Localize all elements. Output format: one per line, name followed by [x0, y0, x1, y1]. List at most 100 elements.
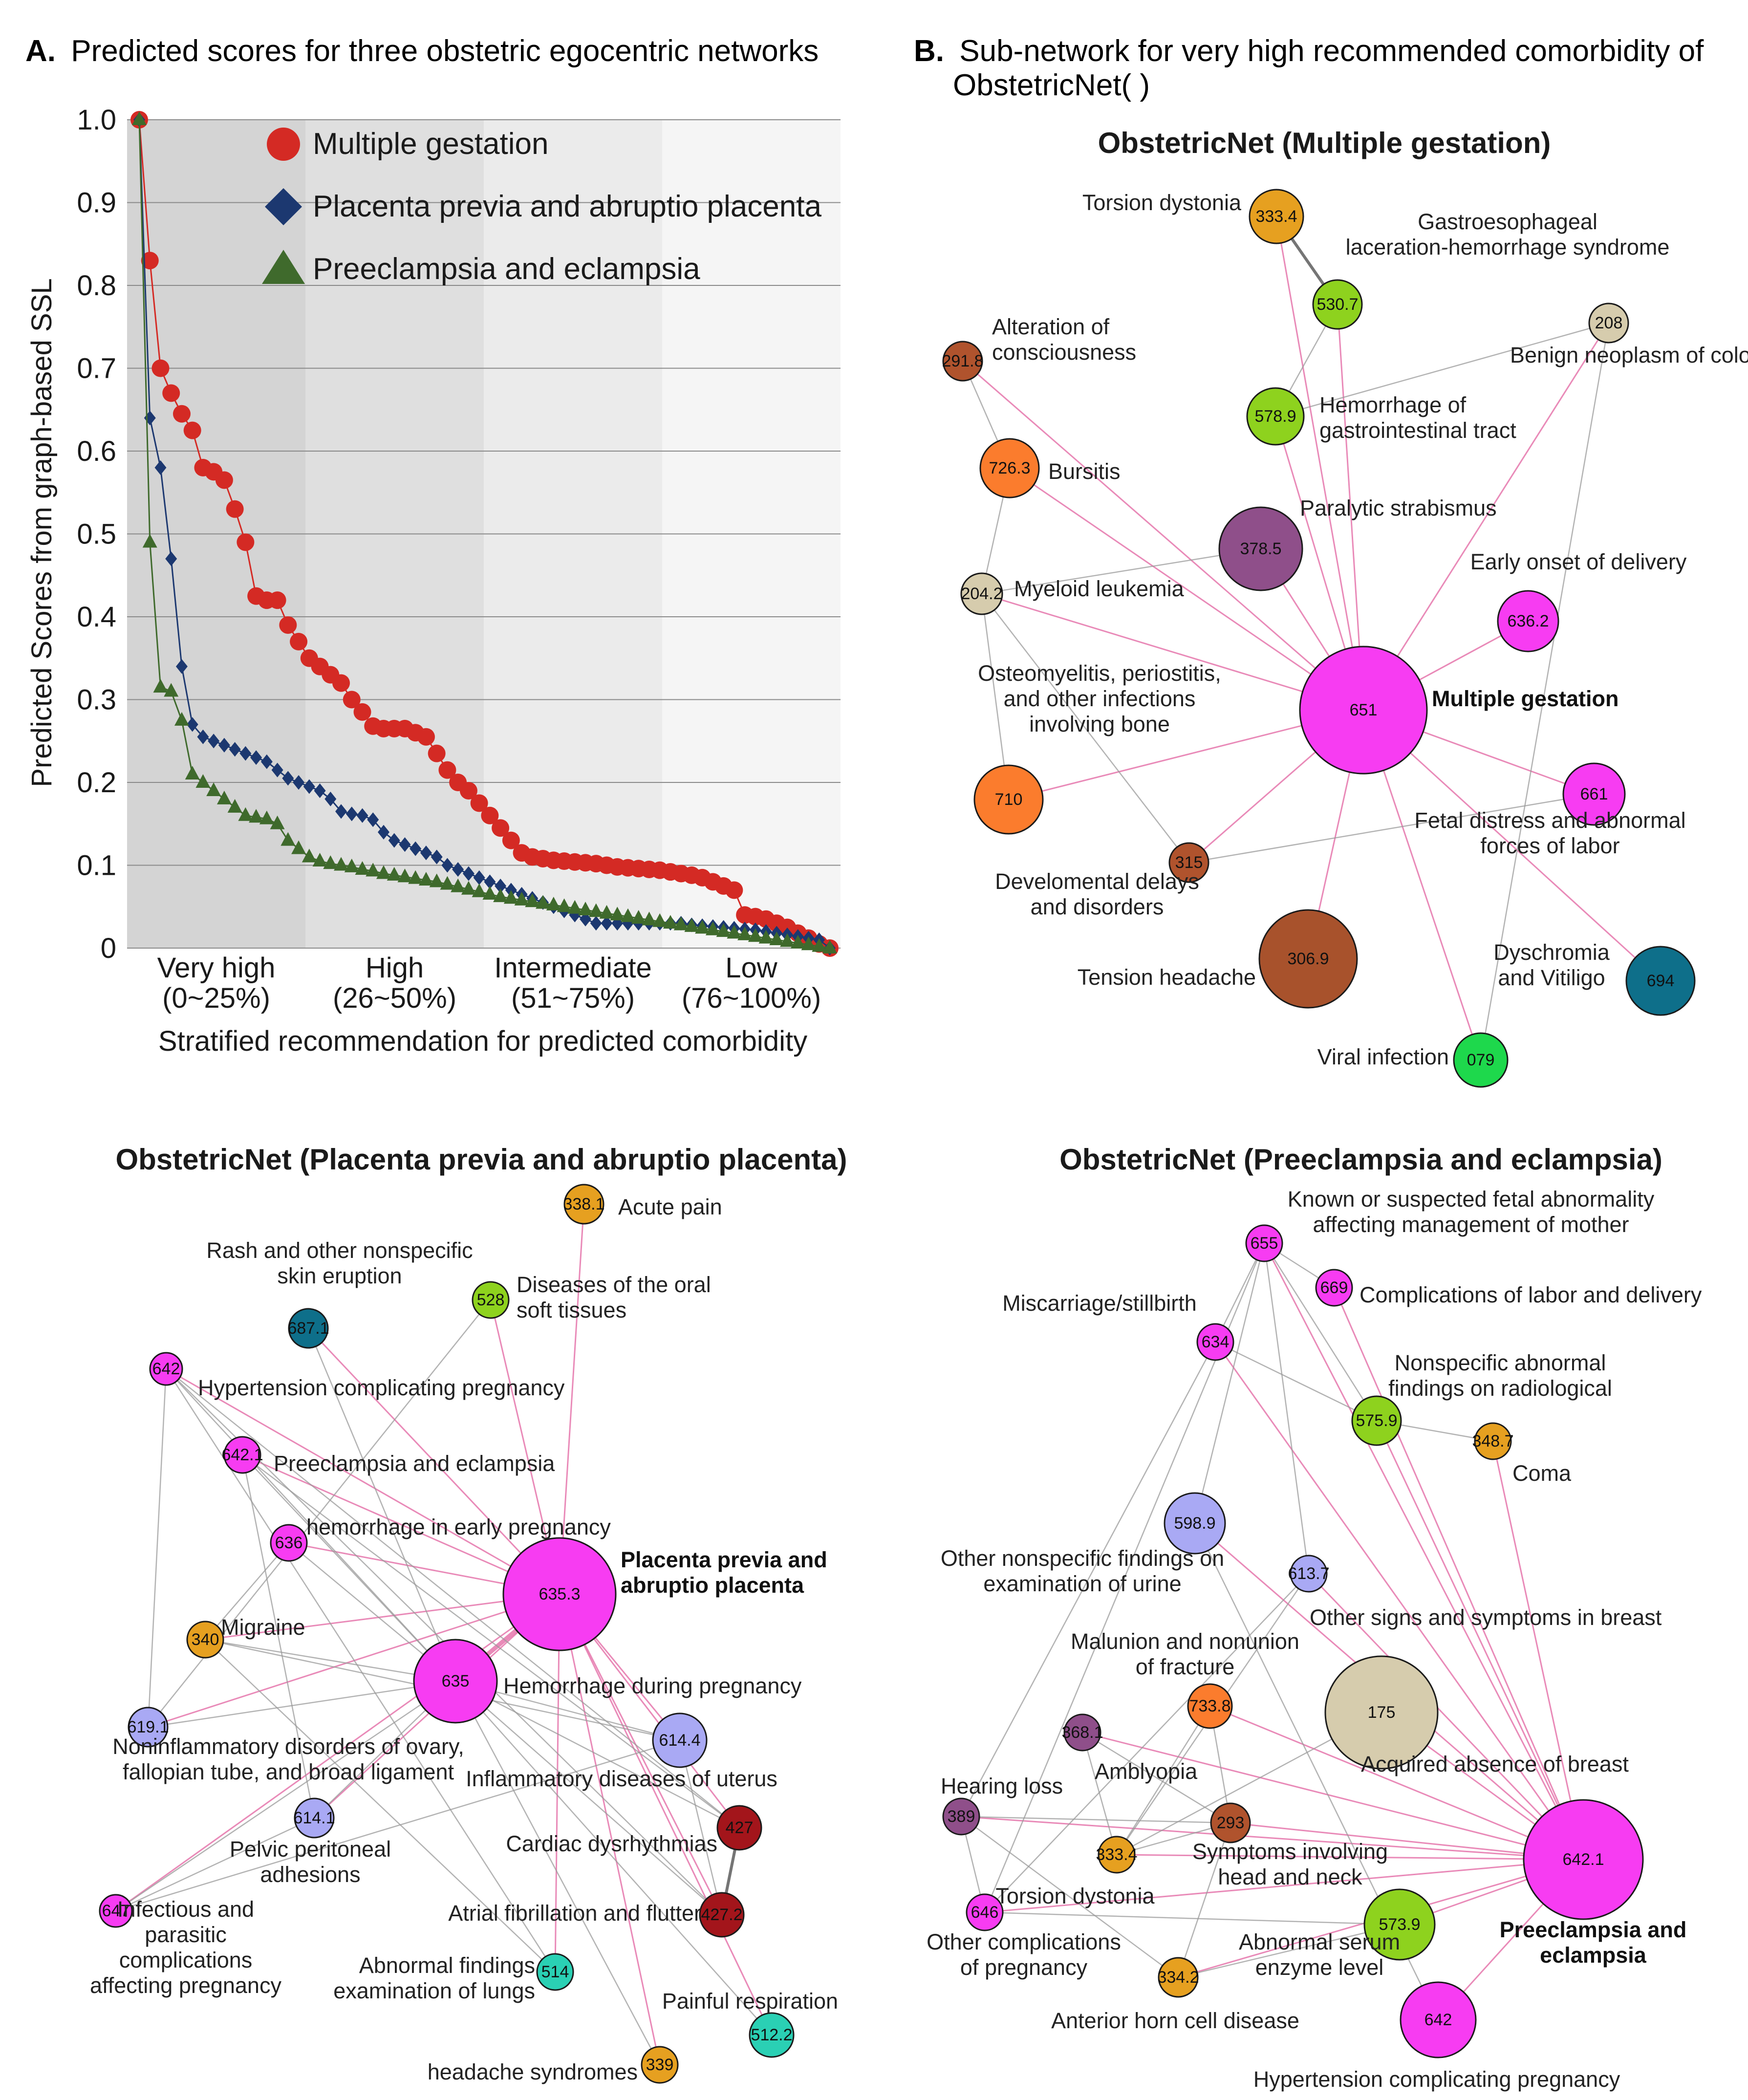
node-label: head and neck	[1218, 1864, 1362, 1889]
network-node: 726.3 Bursitis	[979, 438, 1121, 498]
node-circle	[1187, 1683, 1233, 1729]
node-circle	[979, 438, 1040, 498]
network-node: 368.1 Amblyopia	[1061, 1713, 1198, 1784]
series-triangle	[132, 111, 837, 953]
node-code: 634	[1202, 1333, 1230, 1351]
node-label: Abnormal serum	[1239, 1929, 1400, 1954]
node-circle	[270, 1524, 308, 1562]
data-point	[353, 703, 371, 721]
network-edge	[1308, 1573, 1584, 1861]
node-code: 614.4	[659, 1731, 700, 1750]
node-code: 642	[152, 1360, 180, 1378]
data-point	[495, 878, 507, 893]
network-node: 613.7 Other signs and symptoms in breast	[1288, 1555, 1662, 1630]
node-circle	[128, 1707, 169, 1748]
network-node: 378.5 Paralytic strabismus	[1218, 496, 1497, 591]
node-code: 333.4	[1255, 207, 1297, 226]
node-code: 635.3	[539, 1585, 580, 1603]
node-code: 079	[1467, 1051, 1495, 1069]
data-point	[162, 384, 180, 402]
data-point	[367, 812, 379, 827]
data-point	[218, 737, 230, 753]
data-point	[303, 779, 315, 794]
node-label: findings on radiological	[1388, 1376, 1612, 1401]
network-edge	[981, 548, 1261, 595]
data-point	[399, 837, 411, 852]
data-point	[812, 938, 827, 952]
node-code: 655	[1251, 1234, 1278, 1253]
data-point	[588, 903, 604, 917]
data-point	[484, 874, 496, 889]
node-label: Migraine	[221, 1615, 305, 1640]
node-code: 338.1	[563, 1195, 604, 1213]
node-label: Torsion dystonia	[995, 1884, 1155, 1908]
legend-marker	[262, 250, 305, 284]
node-code: 575.9	[1356, 1411, 1397, 1430]
network-node: 655 Known or suspected fetal abnormalitya…	[1245, 1187, 1655, 1262]
y-tick-labels: 0 0.1 0.2 0.3 0.4 0.5 0.6 0.7 0.8 0.9 1.0	[77, 104, 116, 964]
network-preeclampsia: ObstetricNet (Preeclampsia and eclampsia…	[927, 1143, 1702, 2092]
node-label: Fetal distress and abnormal	[1414, 808, 1685, 833]
series-circle	[130, 111, 839, 957]
data-point	[727, 925, 742, 939]
network-node: 208 Benign neoplasm of colon	[1510, 303, 1748, 368]
data-point	[695, 920, 710, 934]
panel-b-title-line2: ObstetricNet( )	[953, 68, 1150, 102]
network-node: 512.2 Painful respiration	[662, 1989, 838, 2058]
network-edge	[679, 1740, 723, 1915]
data-point	[684, 918, 699, 932]
network-edge	[242, 1454, 560, 1595]
panel-a-letter: A.	[25, 34, 56, 68]
data-point	[472, 883, 487, 897]
network-placenta-previa: ObstetricNet (Placenta previa and abrupt…	[90, 1143, 847, 2084]
node-code: 339	[646, 2056, 674, 2074]
panel-b-letter: B.	[914, 34, 944, 68]
node-label: gastrointestinal tract	[1319, 418, 1516, 443]
node-circle	[99, 1894, 133, 1928]
node-code: 427.2	[701, 1905, 742, 1924]
network-node: 333.4 Torsion dystonia	[995, 1836, 1155, 1908]
data-point	[440, 876, 455, 890]
data-point	[173, 405, 191, 423]
node-code: 636	[275, 1534, 303, 1552]
data-point	[195, 774, 211, 788]
data-point	[239, 746, 252, 761]
data-point	[293, 775, 305, 790]
network-edge	[454, 1681, 661, 2065]
node-circle	[960, 572, 1003, 615]
node-label: skin eruption	[277, 1263, 402, 1288]
node-code: 710	[995, 790, 1023, 809]
node-code: 635	[442, 1672, 470, 1690]
node-label: Acquired absence of breast	[1361, 1752, 1629, 1776]
node-circle	[1168, 842, 1209, 883]
y-tick-label: 0	[101, 932, 116, 964]
node-label: Benign neoplasm of colon	[1510, 343, 1748, 368]
node-label: headache syndromes	[428, 2059, 638, 2084]
node-circle	[1245, 1224, 1283, 1262]
node-code: 619.1	[127, 1718, 169, 1736]
node-label: and disorders	[1031, 894, 1164, 919]
node-label: involving bone	[1029, 712, 1170, 736]
network-edge	[115, 1817, 315, 1912]
data-point	[314, 783, 326, 798]
node-circle	[973, 764, 1044, 835]
legend-marker	[267, 128, 300, 161]
node-circle	[749, 2012, 795, 2058]
node-label: enzyme level	[1255, 1955, 1384, 1980]
node-circle	[1246, 387, 1305, 446]
data-point	[492, 819, 510, 837]
network-edge	[1480, 323, 1610, 1061]
node-circle	[699, 1892, 745, 1938]
node-circle	[186, 1621, 224, 1659]
data-point	[461, 881, 476, 895]
data-point	[151, 359, 170, 377]
node-code: 530.7	[1316, 295, 1358, 314]
node-label: eclampsia	[1540, 1943, 1647, 1968]
data-point	[557, 898, 572, 912]
node-code: 647	[102, 1902, 130, 1920]
node-label: Hemorrhage during pregnancy	[503, 1673, 802, 1698]
node-circle	[294, 1797, 335, 1839]
data-point	[567, 900, 583, 914]
